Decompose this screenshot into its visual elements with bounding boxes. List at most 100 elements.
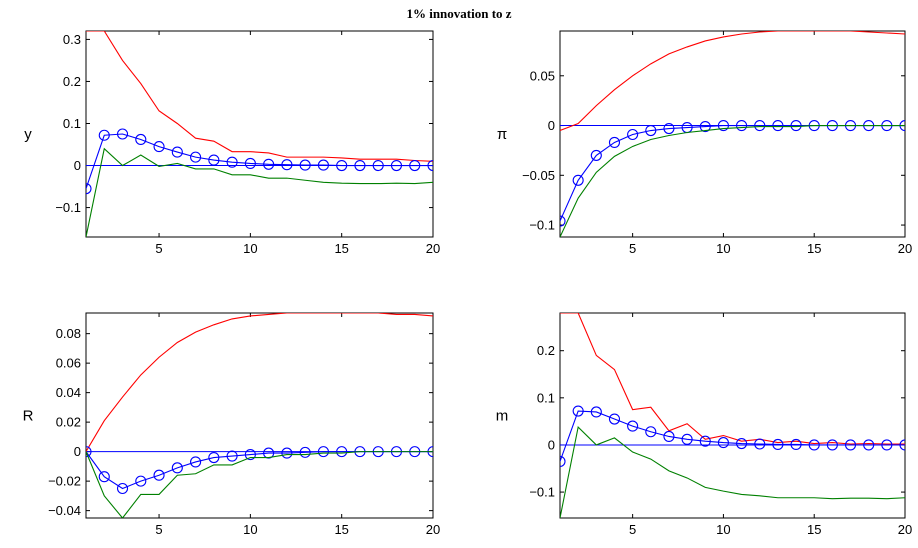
data-point-marker bbox=[572, 405, 584, 417]
plot-area-pi bbox=[560, 31, 905, 237]
axes-box-pi bbox=[559, 30, 906, 238]
data-point-marker bbox=[135, 133, 147, 146]
data-point-marker bbox=[336, 159, 348, 172]
x-tick-label: 20 bbox=[426, 241, 440, 256]
x-tick-label: 10 bbox=[716, 241, 730, 256]
data-point-marker bbox=[663, 430, 675, 443]
plot-area-r bbox=[86, 313, 433, 518]
data-point-marker bbox=[881, 439, 893, 451]
series-line-lower bbox=[86, 147, 433, 237]
data-point-marker bbox=[190, 456, 202, 468]
data-point-marker bbox=[153, 469, 165, 481]
series-line-lower bbox=[560, 124, 905, 237]
y-tick-label: 0.2 bbox=[63, 74, 81, 89]
data-point-marker bbox=[116, 128, 129, 140]
series-line-median bbox=[560, 124, 905, 222]
y-axis-label-pi: π bbox=[497, 126, 507, 143]
data-point-marker bbox=[226, 450, 238, 462]
y-tick-label: 0.05 bbox=[530, 68, 555, 83]
data-point-marker bbox=[281, 447, 293, 459]
data-point-marker bbox=[86, 183, 92, 195]
data-point-marker bbox=[754, 119, 766, 132]
series-line-lower bbox=[86, 451, 433, 518]
data-point-marker bbox=[717, 437, 729, 449]
data-point-marker bbox=[208, 451, 220, 464]
y-tick-label: 0.08 bbox=[56, 326, 81, 341]
y-tick-label: 0.02 bbox=[56, 415, 81, 430]
data-point-marker bbox=[736, 119, 748, 132]
data-point-marker bbox=[317, 446, 329, 458]
data-point-marker bbox=[226, 156, 238, 168]
subplot-r: 5 10 15 20 −0.04 −0.02 0 0.02 0.04 0.06 0.08 R bbox=[23, 312, 440, 537]
plot-area-y bbox=[86, 31, 433, 237]
data-point-marker bbox=[317, 159, 329, 171]
data-point-marker bbox=[663, 122, 675, 135]
y-tick-label: −0.1 bbox=[55, 200, 81, 215]
y-tick-label: 0.1 bbox=[63, 116, 81, 131]
x-tick-label: 5 bbox=[155, 522, 162, 537]
data-point-marker bbox=[645, 426, 657, 438]
series-line-lower bbox=[560, 425, 905, 518]
data-point-marker bbox=[736, 437, 748, 450]
x-tick-label: 10 bbox=[243, 241, 257, 256]
data-point-marker bbox=[560, 215, 566, 227]
data-point-marker bbox=[560, 455, 566, 467]
data-point-marker bbox=[354, 159, 366, 172]
data-point-marker bbox=[899, 439, 905, 451]
data-point-marker bbox=[409, 159, 421, 172]
figure-title: 1% innovation to z bbox=[406, 6, 512, 21]
data-point-marker bbox=[608, 136, 621, 149]
x-tick-label: 15 bbox=[807, 241, 821, 256]
y-tick-label: −0.1 bbox=[529, 218, 555, 233]
data-point-marker bbox=[844, 439, 857, 451]
data-point-marker bbox=[772, 119, 784, 132]
data-point-marker bbox=[208, 154, 220, 166]
data-point-marker bbox=[863, 439, 875, 451]
y-tick-label: 0 bbox=[74, 158, 81, 173]
data-point-marker bbox=[427, 159, 433, 172]
y-tick-label: 0 bbox=[548, 118, 555, 133]
series-line-median bbox=[560, 410, 905, 462]
data-point-marker bbox=[717, 119, 729, 132]
x-tick-label: 5 bbox=[629, 522, 636, 537]
data-point-marker bbox=[116, 482, 129, 495]
x-tick-label: 15 bbox=[807, 522, 821, 537]
series-line-upper bbox=[86, 313, 433, 452]
axes-box-r bbox=[85, 312, 434, 519]
y-tick-label: −0.05 bbox=[522, 168, 555, 183]
data-point-marker bbox=[790, 438, 802, 451]
data-point-marker bbox=[826, 439, 838, 451]
series-line-upper bbox=[560, 313, 905, 445]
data-point-marker bbox=[645, 124, 657, 137]
data-point-marker bbox=[135, 475, 147, 487]
y-tick-label: 0 bbox=[74, 444, 81, 459]
data-point-marker bbox=[98, 129, 110, 141]
data-point-marker bbox=[699, 435, 711, 447]
x-tick-label: 5 bbox=[629, 241, 636, 256]
data-point-marker bbox=[772, 438, 784, 451]
plot-area-m bbox=[560, 313, 905, 518]
data-point-marker bbox=[681, 433, 693, 445]
data-point-marker bbox=[299, 446, 311, 458]
x-tick-label: 10 bbox=[716, 522, 730, 537]
axes-box-y bbox=[85, 30, 434, 238]
y-tick-label: 0.2 bbox=[537, 343, 555, 358]
y-tick-label: −0.04 bbox=[48, 503, 81, 518]
data-point-marker bbox=[372, 159, 384, 172]
data-point-marker bbox=[171, 146, 183, 158]
data-point-marker bbox=[608, 413, 621, 425]
data-point-marker bbox=[808, 439, 820, 451]
series-line-median bbox=[86, 133, 433, 189]
x-tick-label: 5 bbox=[155, 241, 162, 256]
series-line-upper bbox=[560, 31, 905, 132]
data-point-marker bbox=[263, 158, 275, 170]
data-point-marker bbox=[171, 462, 183, 474]
axes-box-m bbox=[559, 312, 906, 519]
data-point-marker bbox=[190, 151, 202, 163]
subplot-y: 5 10 15 20 −0.1 0 0.1 0.2 0.3 y bbox=[24, 30, 440, 256]
data-point-marker bbox=[790, 119, 802, 132]
y-tick-label: −0.02 bbox=[48, 474, 81, 489]
data-point-marker bbox=[754, 438, 766, 450]
